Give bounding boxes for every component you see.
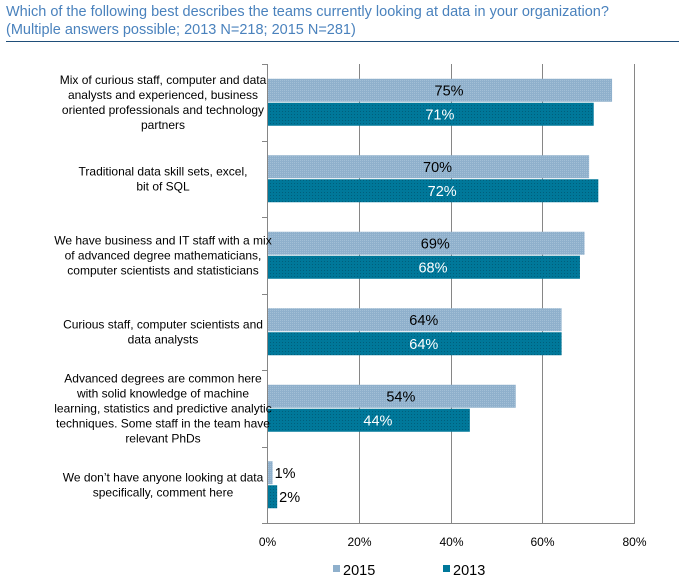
data-label: 69% (421, 236, 450, 252)
data-label: 44% (363, 413, 392, 429)
legend-swatch (443, 565, 450, 572)
category-label: We don’t have anyone looking at data spec… (63, 470, 264, 499)
bar-2015 (268, 231, 585, 255)
bar-2015 (268, 78, 613, 102)
category-label: Traditional data skill sets, excel, bit o… (79, 164, 248, 193)
bar-2013 (268, 485, 278, 509)
bar-2015 (268, 384, 516, 408)
labels: 0% 20% 40% 60% 80% 75% 71% Mix of curious staff… (54, 73, 647, 549)
category-label-line: Traditional data skill sets, excel, (79, 164, 248, 178)
x-tick-label: 80% (622, 535, 646, 549)
category-label-line: techniques. Some staff in the team have (56, 416, 270, 430)
data-label: 64% (409, 313, 438, 329)
data-label: 75% (435, 83, 464, 99)
x-tick-label: 0% (259, 535, 277, 549)
data-label: 1% (275, 466, 296, 482)
bar-2013 (268, 255, 580, 279)
category-label-line: oriented professionals and technology (62, 103, 264, 117)
category-label-line: analysts and experienced, business (68, 88, 258, 102)
x-tick-label: 60% (530, 535, 554, 549)
category-label-line: We have business and IT staff with a mix (54, 233, 271, 247)
title-divider (6, 41, 679, 42)
data-label: 2% (279, 490, 300, 506)
bar-2013 (268, 102, 594, 126)
category-label: Curious staff, computer scientists and da… (63, 317, 263, 346)
bar-2013 (268, 408, 470, 432)
category-label-line: data analysts (128, 332, 199, 346)
axes (262, 64, 635, 524)
chart-title: Which of the following best describes th… (6, 3, 676, 39)
bar-2013 (268, 332, 562, 356)
category-label-line: of advanced degree mathematicians, (65, 248, 262, 262)
legend-item-2013: 2013 (443, 563, 485, 579)
x-tick-label: 40% (439, 535, 463, 549)
chart-title-line-2: (Multiple answers possible; 2013 N=218; … (6, 22, 356, 38)
bar-2013 (268, 179, 599, 203)
x-tick-label: 20% (347, 535, 371, 549)
data-label: 64% (409, 337, 438, 353)
category-label-line: partners (141, 118, 185, 132)
category-label-line: Curious staff, computer scientists and (63, 317, 263, 331)
category-label: We have business and IT staff with a mix… (54, 233, 271, 277)
category-label-line: relevant PhDs (125, 431, 200, 445)
legend-item-2015: 2015 (333, 563, 375, 579)
data-label: 71% (425, 107, 454, 123)
category-label-line: learning, statistics and predictive anal… (54, 401, 271, 415)
chart-title-line-1: Which of the following best describes th… (6, 4, 609, 20)
data-label: 70% (423, 160, 452, 176)
bar-2015 (268, 155, 590, 179)
data-label: 54% (386, 389, 415, 405)
category-label: Mix of curious staff, computer and data a… (60, 73, 267, 132)
legend-label: 2015 (343, 563, 375, 579)
legend-label: 2013 (453, 563, 485, 579)
gridlines (359, 64, 635, 523)
category-label-line: We don’t have anyone looking at data (63, 470, 264, 484)
category-label-line: with solid knowledge of machine (76, 386, 249, 400)
bars (268, 78, 613, 509)
legend: 2015 2013 (333, 563, 485, 579)
data-label: 72% (428, 184, 457, 200)
category-label: Advanced degrees are common here with sol… (54, 371, 271, 445)
bar-2015 (268, 461, 273, 485)
bar-2015 (268, 308, 562, 332)
legend-swatch (333, 565, 340, 572)
category-label-line: Mix of curious staff, computer and data (60, 73, 267, 87)
category-label-line: specifically, comment here (93, 485, 234, 499)
category-label-line: bit of SQL (136, 179, 190, 193)
category-label-line: computer scientists and statisticians (67, 263, 258, 277)
category-label-line: Advanced degrees are common here (64, 371, 262, 385)
data-label: 68% (418, 260, 447, 276)
